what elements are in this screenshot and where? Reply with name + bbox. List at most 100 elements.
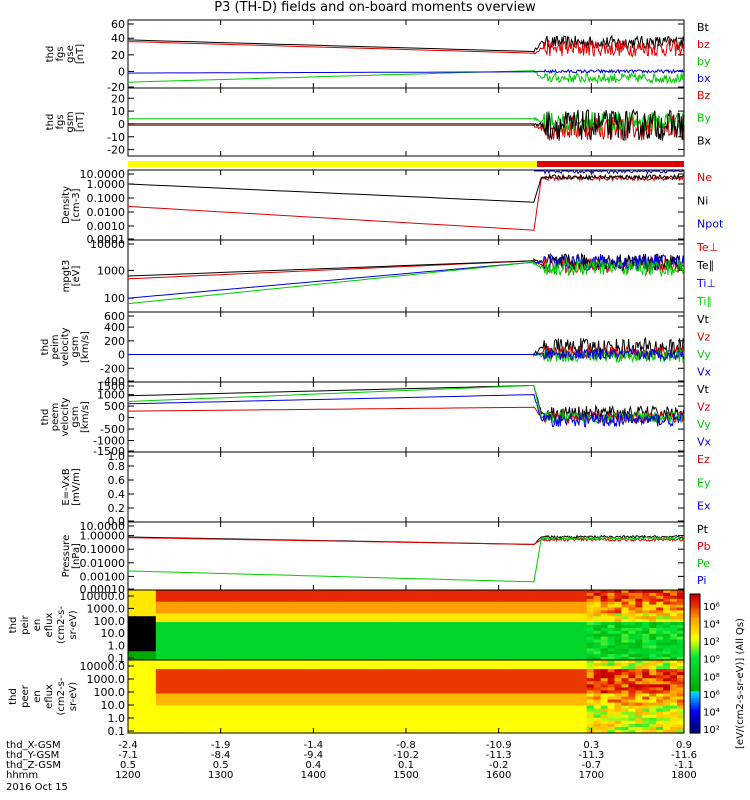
spec-cell-peer-spec xyxy=(301,672,310,676)
spec-cell-peer-spec xyxy=(239,702,247,707)
spec-cell-peir-spec xyxy=(531,607,539,612)
ephemeris-value-hhmm: 1200 xyxy=(115,770,140,781)
spec-cell-peir-spec xyxy=(531,590,539,594)
spec-cell-peir-spec xyxy=(260,616,268,620)
spec-cell-peir-spec xyxy=(677,592,685,597)
colorbar-cell xyxy=(690,633,700,637)
spec-cell-peer-spec xyxy=(649,669,657,673)
spec-cell-peir-spec xyxy=(232,592,240,597)
spec-cell-peir-spec xyxy=(343,654,351,658)
spec-cell-peir-spec xyxy=(600,645,609,649)
spec-cell-peir-spec xyxy=(635,604,643,609)
colorbar-cell xyxy=(690,614,700,618)
spec-cell-peir-spec xyxy=(538,622,546,626)
spec-cell-peir-spec xyxy=(468,592,477,597)
spec-cell-peer-spec xyxy=(538,696,546,701)
spec-cell-peer-spec xyxy=(232,705,240,710)
spec-ytick-label-peir-spec: 1000.0 xyxy=(87,602,126,615)
spec-cell-peer-spec xyxy=(232,720,240,725)
spec-cell-peir-spec xyxy=(176,645,185,649)
spec-cell-peir-spec xyxy=(190,607,199,612)
spec-ylabel-peer-spec: thd xyxy=(8,688,19,705)
spec-cell-peir-spec xyxy=(204,627,212,632)
spec-cell-peer-spec xyxy=(663,714,671,719)
spec-cell-peer-spec xyxy=(392,714,400,719)
spec-cell-peer-spec xyxy=(558,663,567,667)
spec-cell-peer-spec xyxy=(232,669,240,673)
ylabel-peim-velocity: thd xyxy=(40,339,51,356)
spec-cell-peir-spec xyxy=(329,592,338,597)
spec-cell-peir-spec xyxy=(162,613,171,617)
spec-cell-peer-spec xyxy=(350,705,358,710)
spec-cell-peir-spec xyxy=(426,654,435,658)
spec-cell-peer-spec xyxy=(364,666,372,670)
spec-cell-peir-spec xyxy=(579,607,588,612)
spec-cell-peir-spec xyxy=(162,595,171,600)
spec-cell-peer-spec xyxy=(399,720,407,725)
spec-cell-peir-spec xyxy=(162,645,171,649)
spec-cell-peer-spec xyxy=(378,687,386,692)
spec-cell-peer-spec xyxy=(273,687,282,692)
spec-cell-peer-spec xyxy=(572,663,581,667)
spec-cell-peer-spec xyxy=(350,714,358,719)
spec-cell-peer-spec xyxy=(406,684,414,688)
spec-cell-peer-spec xyxy=(419,660,428,664)
spec-cell-peir-spec xyxy=(273,627,282,632)
spec-cell-peir-spec xyxy=(565,636,574,641)
spec-cell-peer-spec xyxy=(558,690,567,695)
spec-cell-peir-spec xyxy=(440,622,449,626)
spec-cell-peir-spec xyxy=(496,645,504,649)
spec-cell-peer-spec xyxy=(197,669,206,673)
spec-cell-peer-spec xyxy=(218,708,226,713)
spec-cell-peer-spec xyxy=(607,669,616,673)
spec-cell-peer-spec xyxy=(343,678,351,682)
spec-cell-peir-spec xyxy=(336,601,345,606)
spec-cell-peer-spec xyxy=(246,675,254,679)
spec-cell-peir-spec xyxy=(343,601,351,606)
spec-cell-peir-spec xyxy=(621,625,629,629)
spec-cell-peir-spec xyxy=(169,657,178,661)
spec-cell-peer-spec xyxy=(246,723,254,728)
spec-cell-peir-spec xyxy=(169,592,178,597)
spec-cell-peir-spec xyxy=(475,616,484,620)
spec-cell-peer-spec xyxy=(558,729,567,734)
spec-cell-peer-spec xyxy=(600,684,609,688)
spec-cell-peir-spec xyxy=(357,645,365,649)
spec-cell-peir-spec xyxy=(343,645,351,649)
spec-cell-peir-spec xyxy=(218,622,226,626)
spec-cell-peir-spec xyxy=(545,601,553,606)
spec-cell-peir-spec xyxy=(364,625,372,629)
spec-cell-peir-spec xyxy=(399,595,407,600)
spec-cell-peir-spec xyxy=(670,598,678,603)
ylabel-density: [cm-3] xyxy=(71,188,82,221)
spec-cell-peir-spec xyxy=(607,654,616,658)
spec-cell-peer-spec xyxy=(517,702,525,707)
spec-cell-peer-spec xyxy=(280,705,289,710)
spec-cell-peir-spec xyxy=(141,619,150,623)
spec-cell-peer-spec xyxy=(538,702,546,707)
spec-cell-peir-spec xyxy=(496,651,504,655)
spec-cell-peer-spec xyxy=(232,690,240,695)
spec-cell-peir-spec xyxy=(621,654,629,658)
colorbar-cell xyxy=(690,728,700,732)
spec-cell-peer-spec xyxy=(364,705,372,710)
spec-cell-peir-spec xyxy=(301,625,310,629)
spec-cell-peer-spec xyxy=(371,684,379,688)
spec-cell-peir-spec xyxy=(426,590,435,594)
panel-frame-pressure xyxy=(127,521,685,591)
spec-cell-peir-spec xyxy=(475,630,484,635)
spec-cell-peer-spec xyxy=(565,723,574,728)
spec-cell-peir-spec xyxy=(239,604,247,609)
spec-cell-peir-spec xyxy=(433,590,442,594)
spec-cell-peer-spec xyxy=(253,660,261,664)
spec-cell-peir-spec xyxy=(677,598,685,603)
spec-cell-peer-spec xyxy=(642,666,650,670)
spec-cell-peir-spec xyxy=(649,604,657,609)
spec-cell-peir-spec xyxy=(364,633,372,638)
spec-cell-peer-spec xyxy=(440,663,449,667)
spec-cell-peir-spec xyxy=(412,607,421,612)
spec-cell-peer-spec xyxy=(670,684,678,688)
spec-cell-peer-spec xyxy=(246,726,254,731)
spec-cell-peer-spec xyxy=(357,684,365,688)
spec-cell-peir-spec xyxy=(399,645,407,649)
